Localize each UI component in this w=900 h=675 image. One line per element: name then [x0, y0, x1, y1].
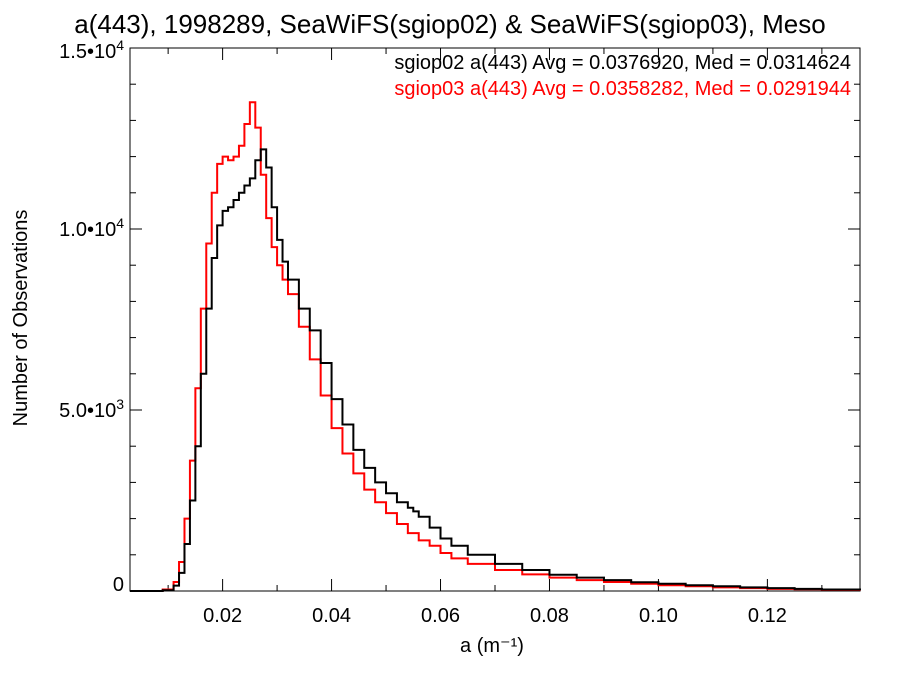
- axis-ticks: 0.02 0.04 0.06 0.08 0.10 0.12 0 5.0•103 1.0•104 1…: [59, 37, 860, 627]
- plot-border: [129, 47, 861, 592]
- x-tick-label: 0.08: [530, 605, 569, 627]
- x-tick-label: 0.02: [203, 605, 242, 627]
- series-sgiop02: [130, 148, 861, 592]
- x-tick-label: 0.12: [748, 605, 787, 627]
- chart-title: a(443), 1998289, SeaWiFS(sgiop02) & SeaW…: [74, 9, 825, 39]
- legend-sgiop02: sgiop02 a(443) Avg = 0.0376920, Med = 0.…: [394, 52, 851, 74]
- plot-area: [129, 47, 861, 592]
- series-layer: [130, 101, 861, 592]
- y-tick-label: 5.0•103: [59, 396, 124, 422]
- y-tick-label: 0: [113, 574, 124, 596]
- x-axis-label: a (m⁻¹): [460, 635, 524, 657]
- x-tick-label: 0.10: [639, 605, 678, 627]
- series-sgiop03: [130, 101, 861, 592]
- x-tick-label: 0.04: [312, 605, 351, 627]
- y-tick-label: 1.0•104: [59, 215, 124, 241]
- y-tick-label: 1.5•104: [59, 37, 124, 63]
- x-tick-label: 0.06: [421, 605, 460, 627]
- legend-sgiop03: sgiop03 a(443) Avg = 0.0358282, Med = 0.…: [394, 78, 851, 100]
- y-axis-label: Number of Observations: [10, 210, 32, 427]
